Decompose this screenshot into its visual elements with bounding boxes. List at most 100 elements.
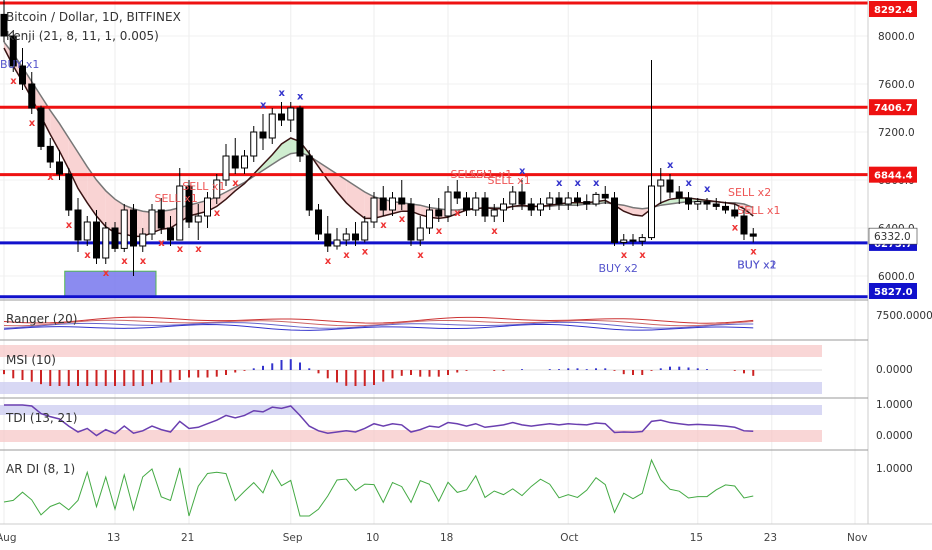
candle-body-38 bbox=[352, 233, 359, 241]
candle-body-79 bbox=[731, 209, 739, 217]
msi-lower-band bbox=[0, 382, 822, 394]
candle-body-36 bbox=[333, 239, 341, 247]
candle-body-13 bbox=[120, 209, 128, 249]
candle-body-54 bbox=[500, 203, 507, 211]
candle-body-9 bbox=[83, 221, 91, 241]
mark-x-32: x bbox=[297, 92, 304, 103]
candle-body-41 bbox=[379, 197, 387, 211]
candle-body-65 bbox=[601, 193, 609, 199]
level-tag-bg-4 bbox=[869, 283, 917, 299]
mark-x-69: x bbox=[639, 250, 646, 261]
candle-body-73 bbox=[675, 191, 683, 199]
level-tag-bg-0 bbox=[869, 1, 917, 17]
candle-body-60 bbox=[555, 197, 563, 205]
mark-x-56: x bbox=[519, 166, 526, 177]
level-lines bbox=[0, 1, 868, 299]
candle-body-56 bbox=[518, 191, 526, 205]
mark-x-79: x bbox=[732, 222, 739, 233]
candle-body-27 bbox=[250, 131, 258, 157]
candle-body-74 bbox=[685, 197, 692, 205]
candle-body-18 bbox=[167, 227, 174, 241]
candle-body-57 bbox=[527, 203, 535, 211]
candle-body-35 bbox=[324, 233, 332, 247]
candle-body-81 bbox=[749, 233, 757, 237]
candle-body-55 bbox=[509, 191, 517, 205]
pane-name-ardi: AR DI (8, 1) bbox=[6, 462, 75, 476]
mark-x-9: x bbox=[84, 250, 91, 261]
candle-body-31 bbox=[287, 107, 295, 121]
mark-x-11: x bbox=[103, 268, 110, 279]
cloud-seg-37 bbox=[346, 180, 356, 212]
signal-label-5: SELL x1 bbox=[488, 174, 531, 187]
ranger-line-3 bbox=[3, 323, 754, 331]
candle-body-32 bbox=[296, 107, 304, 157]
msi-tick: 0.0000 bbox=[876, 364, 913, 376]
candle-body-69 bbox=[638, 237, 646, 242]
signal-label-0: BUY x1 bbox=[0, 58, 39, 71]
candle-body-23 bbox=[213, 179, 221, 199]
pane-name-ranger: Ranger (20) bbox=[6, 312, 77, 326]
signal-label-9: BUY x2 bbox=[737, 258, 776, 271]
candle-body-62 bbox=[574, 197, 581, 203]
tdi-upper-band bbox=[0, 405, 822, 415]
pane-name-msi: MSI (10) bbox=[6, 353, 56, 367]
candle-body-4 bbox=[37, 107, 45, 147]
mark-x-60: x bbox=[556, 178, 563, 189]
date-label-6: Oct bbox=[560, 532, 578, 544]
candles bbox=[0, 0, 757, 276]
mark-x-35: x bbox=[325, 256, 332, 267]
candle-body-7 bbox=[65, 173, 73, 211]
indicator-title: Kenji (21, 8, 11, 1, 0.005) bbox=[6, 29, 159, 43]
ardi-line bbox=[3, 458, 754, 517]
ranger-line-0 bbox=[3, 316, 754, 324]
mark-x-76: x bbox=[704, 184, 711, 195]
signal-label-1: SELL x1 bbox=[155, 192, 198, 205]
candle-body-14 bbox=[130, 209, 137, 247]
mark-x-25: x bbox=[232, 178, 239, 189]
candle-body-30 bbox=[278, 113, 285, 121]
mark-x-19: x bbox=[177, 244, 184, 255]
mark-x-72: x bbox=[667, 160, 674, 171]
mark-x-3: x bbox=[29, 118, 36, 129]
signal-label-10: SELL x1 bbox=[737, 204, 780, 217]
candle-body-21 bbox=[194, 215, 202, 223]
level-tag-bg-2 bbox=[869, 166, 917, 183]
ardi-pane bbox=[3, 458, 754, 517]
candle-body-53 bbox=[490, 209, 498, 217]
mark-x-15: x bbox=[140, 256, 147, 267]
candle-body-12 bbox=[111, 227, 119, 249]
level-tag-bg-1 bbox=[869, 99, 917, 116]
price-axis: 6000.06332.06400.06800.07200.07600.08000… bbox=[868, 1, 918, 299]
date-label-1: 13 bbox=[107, 532, 120, 544]
candle-body-37 bbox=[342, 233, 350, 241]
candle-body-0 bbox=[0, 13, 8, 37]
fast-ma-line bbox=[3, 47, 754, 238]
candle-body-44 bbox=[407, 203, 415, 241]
candle-body-15 bbox=[139, 233, 147, 247]
last-price-bg bbox=[868, 227, 918, 245]
date-label-0: Aug bbox=[0, 532, 17, 544]
candle-body-47 bbox=[435, 209, 443, 217]
mark-x-53: x bbox=[491, 226, 498, 237]
ranger-line-1 bbox=[3, 319, 754, 327]
cloud-seg-38 bbox=[355, 186, 365, 219]
mark-x-47: x bbox=[436, 226, 443, 237]
candle-body-78 bbox=[722, 205, 729, 211]
cloud-seg-28 bbox=[263, 154, 273, 171]
candle-body-59 bbox=[546, 197, 554, 205]
mark-x-41: x bbox=[380, 220, 387, 231]
signal-label-6: BUY x2 bbox=[599, 262, 638, 275]
support-box-rect bbox=[64, 270, 157, 298]
candle-body-39 bbox=[361, 221, 369, 241]
cloud-seg-10 bbox=[96, 180, 106, 227]
date-axis: Aug 13 21 Sep 10 18 Oct 15 23 Nov bbox=[0, 532, 868, 544]
level-tag-0: 8292.4 bbox=[874, 5, 913, 16]
tdi-pane bbox=[0, 404, 822, 442]
mark-x-67: x bbox=[621, 250, 628, 261]
candle-body-22 bbox=[204, 197, 211, 217]
candle-body-25 bbox=[231, 155, 239, 169]
slow-ma-line bbox=[3, 41, 754, 214]
